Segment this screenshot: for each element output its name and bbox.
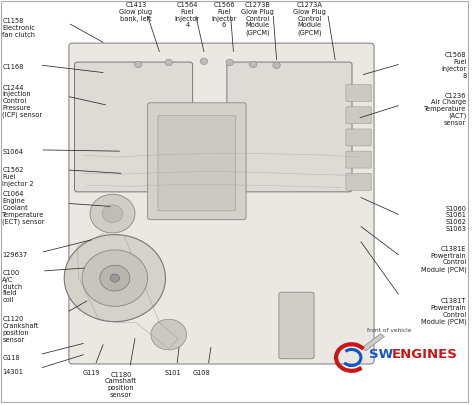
Circle shape: [110, 274, 119, 282]
FancyBboxPatch shape: [74, 62, 192, 192]
Text: C1562
Fuel
injector 2: C1562 Fuel injector 2: [2, 167, 34, 187]
Text: C100
A/C
clutch
field
coil: C100 A/C clutch field coil: [2, 270, 22, 303]
Text: C1168: C1168: [2, 64, 24, 70]
Text: C1566
Fuel
injector
6: C1566 Fuel injector 6: [211, 2, 237, 28]
Text: C1120
Crankshaft
position
sensor: C1120 Crankshaft position sensor: [2, 316, 39, 343]
Text: C1413
Glow plug
bank, left: C1413 Glow plug bank, left: [119, 2, 153, 21]
Polygon shape: [362, 334, 384, 351]
Circle shape: [102, 205, 123, 222]
Text: G118: G118: [2, 355, 20, 361]
FancyBboxPatch shape: [148, 103, 246, 220]
Text: C1568
Fuel
injector
8: C1568 Fuel injector 8: [441, 52, 466, 79]
Text: C1064
Engine
Coolant
Temperature
(ECT) sensor: C1064 Engine Coolant Temperature (ECT) s…: [2, 192, 45, 225]
Text: C1244
Injection
Control
Pressure
(ICP) sensor: C1244 Injection Control Pressure (ICP) s…: [2, 85, 43, 118]
Circle shape: [249, 61, 257, 68]
FancyBboxPatch shape: [227, 62, 352, 192]
Text: C1273A
Glow Plug
Control
Module
(GPCM): C1273A Glow Plug Control Module (GPCM): [293, 2, 326, 36]
Text: C1381T
Powertrain
Control
Module (PCM): C1381T Powertrain Control Module (PCM): [420, 298, 466, 325]
Circle shape: [135, 61, 142, 68]
Text: S1060
S1061
S1062
S1063: S1060 S1061 S1062 S1063: [446, 206, 466, 232]
Text: 14301: 14301: [2, 369, 23, 375]
Circle shape: [226, 59, 233, 66]
Circle shape: [200, 58, 208, 64]
Text: G108: G108: [193, 370, 210, 376]
FancyBboxPatch shape: [158, 116, 236, 211]
Text: C1236
Air Charge
Temperature
(ACT)
sensor: C1236 Air Charge Temperature (ACT) senso…: [424, 93, 466, 126]
Text: G119: G119: [82, 370, 100, 376]
Circle shape: [82, 250, 148, 306]
FancyBboxPatch shape: [346, 107, 371, 124]
Circle shape: [273, 62, 280, 68]
Text: SW: SW: [369, 348, 393, 361]
Text: C1381E
Powertrain
Control
Module (PCM): C1381E Powertrain Control Module (PCM): [420, 246, 466, 273]
FancyBboxPatch shape: [346, 85, 371, 102]
Circle shape: [100, 265, 130, 291]
Text: 129637: 129637: [2, 252, 27, 258]
FancyBboxPatch shape: [346, 173, 371, 190]
Circle shape: [90, 194, 135, 233]
Text: S101: S101: [165, 370, 182, 376]
FancyBboxPatch shape: [346, 129, 371, 146]
Text: C1180
Camshaft
position
sensor: C1180 Camshaft position sensor: [105, 372, 137, 398]
Text: S1064: S1064: [2, 149, 23, 155]
Circle shape: [64, 234, 165, 322]
Text: ENGINES: ENGINES: [392, 348, 457, 361]
Circle shape: [165, 59, 173, 66]
Circle shape: [151, 319, 187, 350]
Text: C1158
Electronic
fan clutch: C1158 Electronic fan clutch: [2, 18, 36, 38]
FancyBboxPatch shape: [69, 43, 374, 364]
FancyBboxPatch shape: [346, 151, 371, 168]
FancyBboxPatch shape: [279, 292, 314, 359]
Text: C1564
Fuel
injector
4: C1564 Fuel injector 4: [175, 2, 200, 28]
Text: C1273B
Glow Plug
Control
Module
(GPCM): C1273B Glow Plug Control Module (GPCM): [241, 2, 274, 36]
Text: front of vehicle: front of vehicle: [367, 328, 411, 333]
